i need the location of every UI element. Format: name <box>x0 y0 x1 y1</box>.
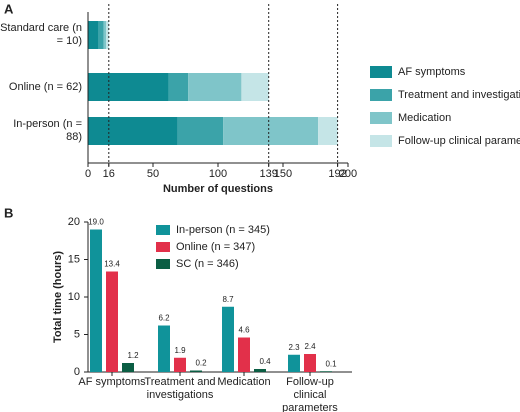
legend-swatch <box>370 89 392 101</box>
legend-label: In-person (n = 345) <box>176 224 270 236</box>
y-tick-label: In-person (n = 88) <box>13 118 82 143</box>
value-label: 4.6 <box>238 326 250 335</box>
x-tick-label: 150 <box>274 168 292 180</box>
legend-swatch <box>156 225 170 235</box>
x-tick-label: 200 <box>339 168 357 180</box>
bar-segment <box>241 73 269 101</box>
y-tick-label: 10 <box>68 291 80 303</box>
value-label: 8.7 <box>222 295 234 304</box>
bar-segment <box>188 73 242 101</box>
legend-label: AF symptoms <box>398 66 466 78</box>
x-tick-label-box: Treatment and investigations <box>144 376 216 401</box>
bar <box>288 354 300 372</box>
value-label: 13.4 <box>104 260 120 269</box>
bar-segment <box>168 73 189 101</box>
legend-label: Online (n = 347) <box>176 241 255 253</box>
value-label: 2.3 <box>288 343 300 352</box>
y-tick-label: 0 <box>74 366 80 378</box>
x-tick-label: Treatment and investigations <box>144 376 216 401</box>
panel-label: A <box>4 1 14 16</box>
x-tick-label: 0 <box>85 168 91 180</box>
x-tick-label: 192 <box>328 168 346 180</box>
bar <box>90 229 102 372</box>
panel-label: B <box>4 205 13 220</box>
value-label: 2.4 <box>304 342 316 351</box>
legend-label: Follow-up clinical parameters <box>398 135 520 147</box>
bar <box>174 357 186 372</box>
legend-label: Treatment and investigations <box>398 89 520 101</box>
value-label: 0.2 <box>195 359 207 368</box>
bar-segment <box>106 21 109 49</box>
legend-swatch <box>370 66 392 78</box>
value-label: 0.1 <box>325 359 337 368</box>
legend-label: SC (n = 346) <box>176 258 239 270</box>
y-tick-label-box: Online (n = 62) <box>8 80 82 93</box>
x-tick-label: Medication <box>217 376 271 388</box>
bar <box>304 354 316 372</box>
legend-label: Medication <box>398 112 451 124</box>
x-tick-label: Follow-up clinical parameters <box>282 376 338 412</box>
y-tick-label: Online (n = 62) <box>8 80 82 93</box>
value-label: 0.4 <box>259 357 271 366</box>
bar-segment <box>88 117 178 145</box>
x-tick-label-box: Medication <box>217 376 271 388</box>
y-tick-label: 5 <box>74 328 80 340</box>
bar-segment <box>177 117 224 145</box>
x-tick-label: 100 <box>209 168 227 180</box>
bar-segment <box>88 21 99 49</box>
bar <box>106 271 118 372</box>
legend-swatch <box>370 112 392 124</box>
x-tick-label: AF symptoms <box>78 376 146 388</box>
y-axis-label: Total time (hours) <box>52 251 64 343</box>
value-label: 19.0 <box>88 218 104 227</box>
bar <box>158 325 170 372</box>
value-label: 1.2 <box>127 351 139 360</box>
x-tick-label: 16 <box>103 168 115 180</box>
x-tick-label-box: AF symptoms <box>78 376 146 388</box>
legend-swatch <box>156 242 170 252</box>
x-tick-label-box: Follow-up clinical parameters <box>282 376 338 412</box>
bar-segment <box>88 73 169 101</box>
y-tick-label-box: In-person (n = 88) <box>13 118 82 143</box>
y-tick-label-box: Standard care (n = 10) <box>0 22 82 47</box>
y-tick-label: 15 <box>68 253 80 265</box>
x-tick-label: 50 <box>147 168 159 180</box>
bar <box>190 370 202 372</box>
bar-segment <box>98 21 104 49</box>
bar <box>254 369 266 372</box>
y-tick-label: Standard care (n = 10) <box>0 22 82 47</box>
bar <box>122 363 134 372</box>
bar <box>222 306 234 372</box>
value-label: 1.9 <box>174 346 186 355</box>
bar-segment <box>103 21 107 49</box>
bar-segment <box>223 117 319 145</box>
bar <box>238 337 250 372</box>
x-axis-label: Number of questions <box>163 183 273 195</box>
y-tick-label: 20 <box>68 216 80 228</box>
bar <box>320 371 332 372</box>
legend-swatch <box>156 259 170 269</box>
bar-segment <box>318 117 338 145</box>
value-label: 6.2 <box>158 314 170 323</box>
x-tick-label: 139 <box>260 168 278 180</box>
legend-swatch <box>370 135 392 147</box>
